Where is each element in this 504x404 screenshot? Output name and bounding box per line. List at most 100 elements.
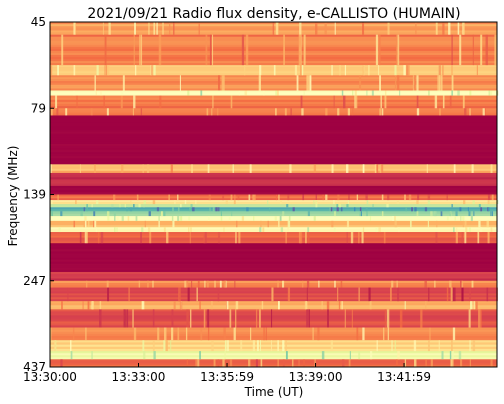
heatmap-streak xyxy=(179,301,183,310)
heatmap-band-15 xyxy=(50,211,497,214)
heatmap-streak xyxy=(151,65,153,76)
heatmap-streak xyxy=(72,327,75,341)
heatmap-streak xyxy=(294,65,298,76)
heatmap-streak xyxy=(397,227,400,233)
heatmap-streak xyxy=(197,280,200,288)
heatmap-streak xyxy=(192,207,195,212)
heatmap-streak xyxy=(331,164,334,173)
heatmap-streak xyxy=(223,327,226,341)
heatmap-streak xyxy=(313,216,316,221)
heatmap-band-26 xyxy=(50,335,497,339)
heatmap-streak xyxy=(274,216,277,221)
heatmap-streak xyxy=(171,309,174,328)
heatmap-band-4 xyxy=(50,92,497,95)
heatmap-streak xyxy=(169,22,171,35)
heatmap-streak xyxy=(177,327,180,341)
heatmap-band-11 xyxy=(50,198,497,201)
heatmap-streak xyxy=(416,211,419,217)
heatmap-streak xyxy=(450,287,453,302)
heatmap-streak xyxy=(187,287,190,302)
heatmap-streak xyxy=(212,34,214,66)
heatmap-streak xyxy=(152,280,154,288)
heatmap-streak xyxy=(156,207,160,212)
heatmap-streak xyxy=(365,207,368,212)
heatmap-streak xyxy=(362,227,365,233)
heatmap-streak xyxy=(353,207,356,212)
heatmap-band-9 xyxy=(50,179,497,182)
heatmap-streak xyxy=(434,211,437,217)
heatmap-streak xyxy=(451,287,454,302)
heatmap-streak xyxy=(178,287,181,302)
heatmap-streak xyxy=(209,34,212,66)
heatmap-streak xyxy=(158,216,160,221)
heatmap-streak xyxy=(300,95,303,109)
heatmap-streak xyxy=(142,164,144,173)
heatmap-band-7 xyxy=(50,156,497,159)
heatmap-band-24 xyxy=(50,305,497,308)
heatmap-streak xyxy=(306,287,308,302)
heatmap-streak xyxy=(234,280,236,288)
heatmap-streak xyxy=(455,227,458,233)
heatmap-streak xyxy=(132,309,134,328)
heatmap-streak xyxy=(356,194,359,201)
heatmap-streak xyxy=(84,216,87,221)
heatmap-streak xyxy=(211,108,213,116)
heatmap-streak xyxy=(93,211,96,217)
heatmap-streak xyxy=(208,194,211,201)
heatmap-streak xyxy=(195,200,197,205)
heatmap-streak xyxy=(83,220,86,228)
heatmap-streak xyxy=(394,216,396,221)
heatmap-streak xyxy=(97,232,100,244)
heatmap-streak xyxy=(337,194,340,201)
heatmap-streak xyxy=(354,90,357,96)
heatmap-band-18 xyxy=(50,227,497,230)
heatmap-band-3 xyxy=(50,77,497,80)
heatmap-streak xyxy=(302,280,304,288)
heatmap-streak xyxy=(459,34,462,66)
heatmap-streak xyxy=(475,301,478,310)
heatmap-streak xyxy=(87,301,90,310)
heatmap-streak xyxy=(463,200,466,205)
heatmap-streak xyxy=(427,340,430,352)
heatmap-streak xyxy=(263,90,265,96)
heatmap-streak xyxy=(329,207,331,212)
heatmap-streak xyxy=(487,207,490,212)
heatmap-streak xyxy=(173,301,176,310)
heatmap-streak xyxy=(50,108,53,116)
heatmap-streak xyxy=(352,108,354,116)
heatmap-streak xyxy=(96,65,99,76)
heatmap-streak xyxy=(61,34,64,66)
heatmap-streak xyxy=(206,108,209,116)
heatmap-streak xyxy=(166,232,169,244)
heatmap-band-19 xyxy=(50,239,497,242)
heatmap-streak xyxy=(273,65,276,76)
heatmap-band-17 xyxy=(50,220,497,224)
heatmap-streak xyxy=(315,194,317,201)
heatmap-band-1 xyxy=(50,59,497,62)
heatmap-band-2 xyxy=(50,73,497,76)
heatmap-streak xyxy=(211,340,214,352)
heatmap-streak xyxy=(277,340,279,352)
heatmap-band-9 xyxy=(50,172,497,176)
heatmap-streak xyxy=(275,90,277,96)
heatmap-streak xyxy=(341,90,344,96)
y-tick-label: 139 xyxy=(23,188,46,202)
heatmap-band-1 xyxy=(50,44,497,48)
heatmap-streak xyxy=(455,211,458,217)
heatmap-streak xyxy=(451,90,454,96)
heatmap-streak xyxy=(325,194,328,201)
heatmap-band-5 xyxy=(50,101,497,105)
heatmap-streak xyxy=(204,232,207,244)
heatmap-streak xyxy=(65,108,68,116)
heatmap-streak xyxy=(94,220,97,228)
heatmap-band-1 xyxy=(50,40,497,44)
heatmap-band-28 xyxy=(50,357,497,360)
heatmap-streak xyxy=(387,194,390,201)
heatmap-streak xyxy=(90,108,93,116)
heatmap-streak xyxy=(479,227,483,233)
heatmap-streak xyxy=(413,340,417,352)
heatmap-streak xyxy=(318,280,320,288)
heatmap-streak xyxy=(435,232,438,244)
heatmap-band-29 xyxy=(50,361,497,364)
heatmap-streak xyxy=(451,340,453,352)
